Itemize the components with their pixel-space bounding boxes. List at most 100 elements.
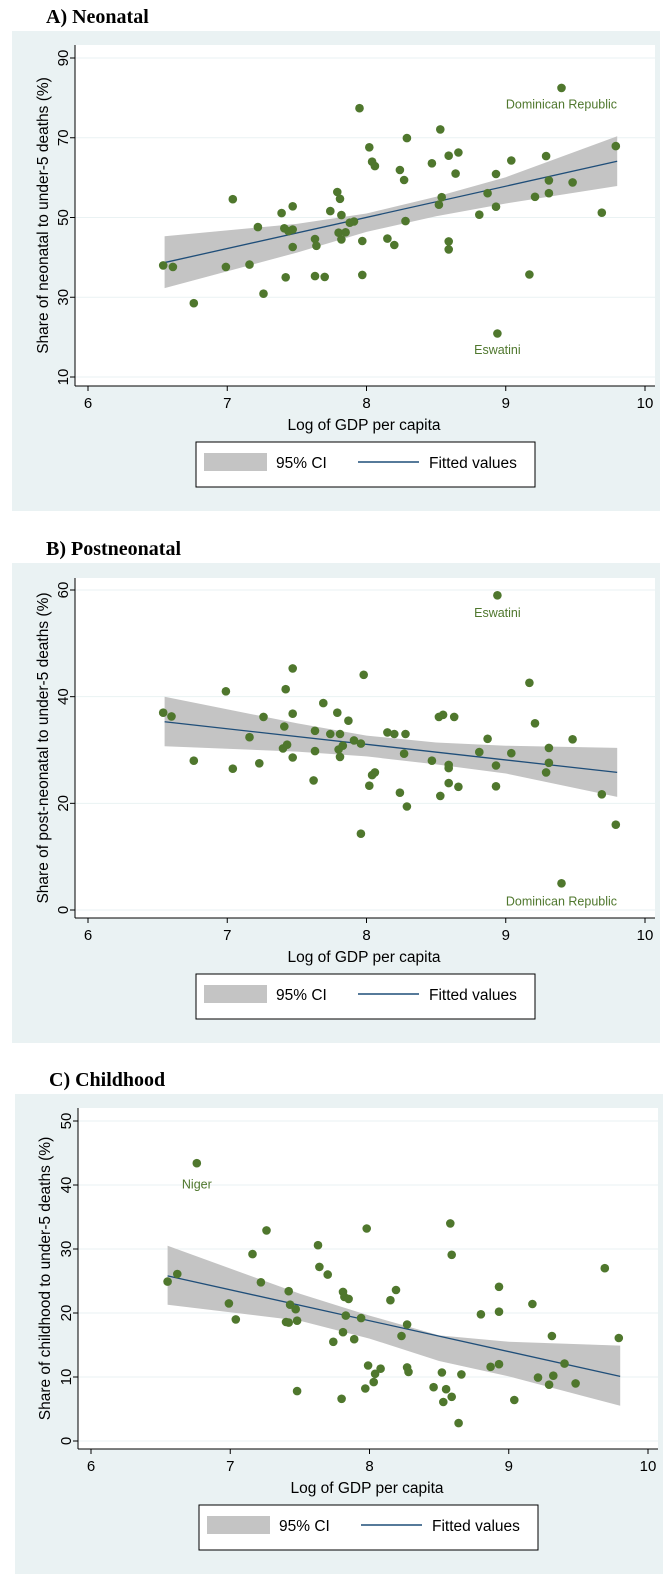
data-point (310, 746, 320, 756)
data-point (549, 1371, 558, 1380)
data-point (390, 729, 399, 739)
point-annotation: Eswatini (474, 343, 521, 357)
data-point (292, 1316, 302, 1325)
scatter-chart-2: Niger 6 7 8 9 10 0 10 20 30 40 50 Log of GDP per cap… (37, 1108, 658, 1551)
legend: 95% CI Fitted values (195, 973, 536, 1020)
legend: 95% CI Fitted values (195, 441, 536, 488)
data-point (376, 1364, 385, 1373)
legend-ci-swatch (204, 985, 267, 1003)
data-point (399, 749, 409, 758)
data-point (544, 188, 554, 198)
data-point (310, 271, 320, 281)
y-tick-label: 60 (55, 582, 72, 599)
data-point (359, 670, 369, 680)
data-point (476, 1310, 486, 1319)
data-point (320, 272, 330, 282)
data-point (475, 747, 484, 757)
data-point (454, 782, 463, 792)
data-point (329, 1337, 338, 1347)
scatter-chart-0: Dominican Republic Eswatini 6 7 8 9 10 10 30 50 70… (35, 45, 655, 488)
data-point (439, 1397, 448, 1407)
data-point (475, 210, 484, 219)
panel-a-title: A) Neonatal (46, 6, 149, 28)
data-point (326, 206, 335, 216)
data-point (437, 192, 447, 202)
data-point (361, 1384, 370, 1393)
point-annotation: Eswatini (474, 606, 521, 620)
data-point (358, 236, 367, 246)
data-point (288, 202, 298, 211)
y-tick-label: 40 (58, 1177, 75, 1194)
data-point (429, 1382, 438, 1392)
data-point (281, 273, 291, 282)
data-point (363, 1361, 373, 1370)
data-point (401, 216, 410, 226)
data-point (491, 782, 501, 791)
data-point (491, 761, 501, 770)
data-point (530, 719, 540, 728)
data-point (568, 178, 577, 187)
data-point (597, 208, 607, 217)
data-point (319, 698, 328, 708)
data-point (395, 788, 405, 797)
fitted-line (167, 1275, 621, 1377)
data-point (402, 802, 412, 811)
x-tick-label: 6 (84, 927, 92, 944)
data-point (344, 716, 353, 725)
legend-fit-label: Fitted values (429, 455, 517, 472)
data-point (192, 1158, 202, 1168)
data-point (457, 1370, 466, 1379)
y-tick-label: 30 (55, 289, 72, 306)
data-point (228, 764, 238, 773)
data-point (491, 169, 501, 179)
data-point (444, 778, 454, 788)
data-point (483, 734, 492, 744)
y-tick-label: 0 (55, 906, 72, 914)
data-point (438, 710, 448, 720)
data-point (365, 143, 374, 152)
data-point (288, 709, 298, 718)
data-point (370, 768, 380, 777)
legend-fit-label: Fitted values (432, 1518, 520, 1535)
legend-ci-label: 95% CI (279, 1518, 330, 1535)
data-point (189, 756, 199, 765)
data-point (544, 176, 554, 185)
x-tick-label: 6 (84, 395, 92, 412)
y-tick-label: 30 (58, 1241, 75, 1258)
data-point (315, 1262, 324, 1272)
y-tick-label: 90 (55, 50, 72, 67)
data-point (349, 217, 359, 226)
data-point (277, 208, 286, 218)
data-point (557, 879, 566, 888)
x-tick-label: 7 (223, 927, 231, 944)
data-point (447, 1392, 457, 1402)
data-point (224, 1299, 234, 1308)
y-tick-label: 50 (58, 1113, 75, 1130)
data-point (454, 1418, 463, 1428)
data-point (436, 125, 445, 134)
x-tick-label: 8 (362, 927, 370, 944)
y-axis-label: Share of childhood to under-5 deaths (%) (37, 1137, 54, 1420)
y-tick-label: 20 (58, 1305, 75, 1322)
data-point (338, 741, 348, 750)
data-point (355, 103, 364, 113)
y-tick-label: 10 (55, 369, 72, 386)
data-point (494, 1282, 504, 1292)
data-point (362, 1224, 372, 1233)
data-point (544, 758, 554, 768)
y-tick-label: 40 (55, 688, 72, 705)
data-point (427, 159, 437, 168)
point-annotation: Niger (182, 1177, 212, 1191)
legend: 95% CI Fitted values (198, 1504, 539, 1551)
data-point (334, 228, 343, 237)
data-point (284, 1286, 294, 1296)
data-point (568, 735, 577, 744)
data-point (168, 262, 178, 272)
data-point (528, 1299, 537, 1309)
data-point (326, 729, 335, 739)
x-tick-label: 10 (640, 1458, 657, 1475)
data-point (344, 1294, 353, 1304)
data-point (262, 1226, 271, 1235)
point-annotation: Dominican Republic (506, 98, 617, 112)
data-point (173, 1269, 182, 1279)
